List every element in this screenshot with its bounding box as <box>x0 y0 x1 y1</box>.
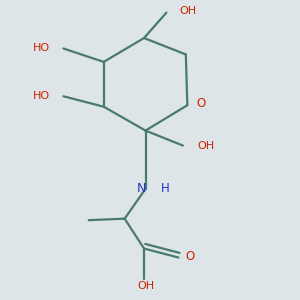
Text: OH: OH <box>137 281 154 292</box>
Text: O: O <box>185 250 194 262</box>
Text: N: N <box>137 182 147 195</box>
Text: HO: HO <box>33 91 50 101</box>
Text: OH: OH <box>180 6 197 16</box>
Text: HO: HO <box>33 44 50 53</box>
Text: O: O <box>196 97 206 110</box>
Text: OH: OH <box>197 140 214 151</box>
Text: H: H <box>160 182 169 195</box>
